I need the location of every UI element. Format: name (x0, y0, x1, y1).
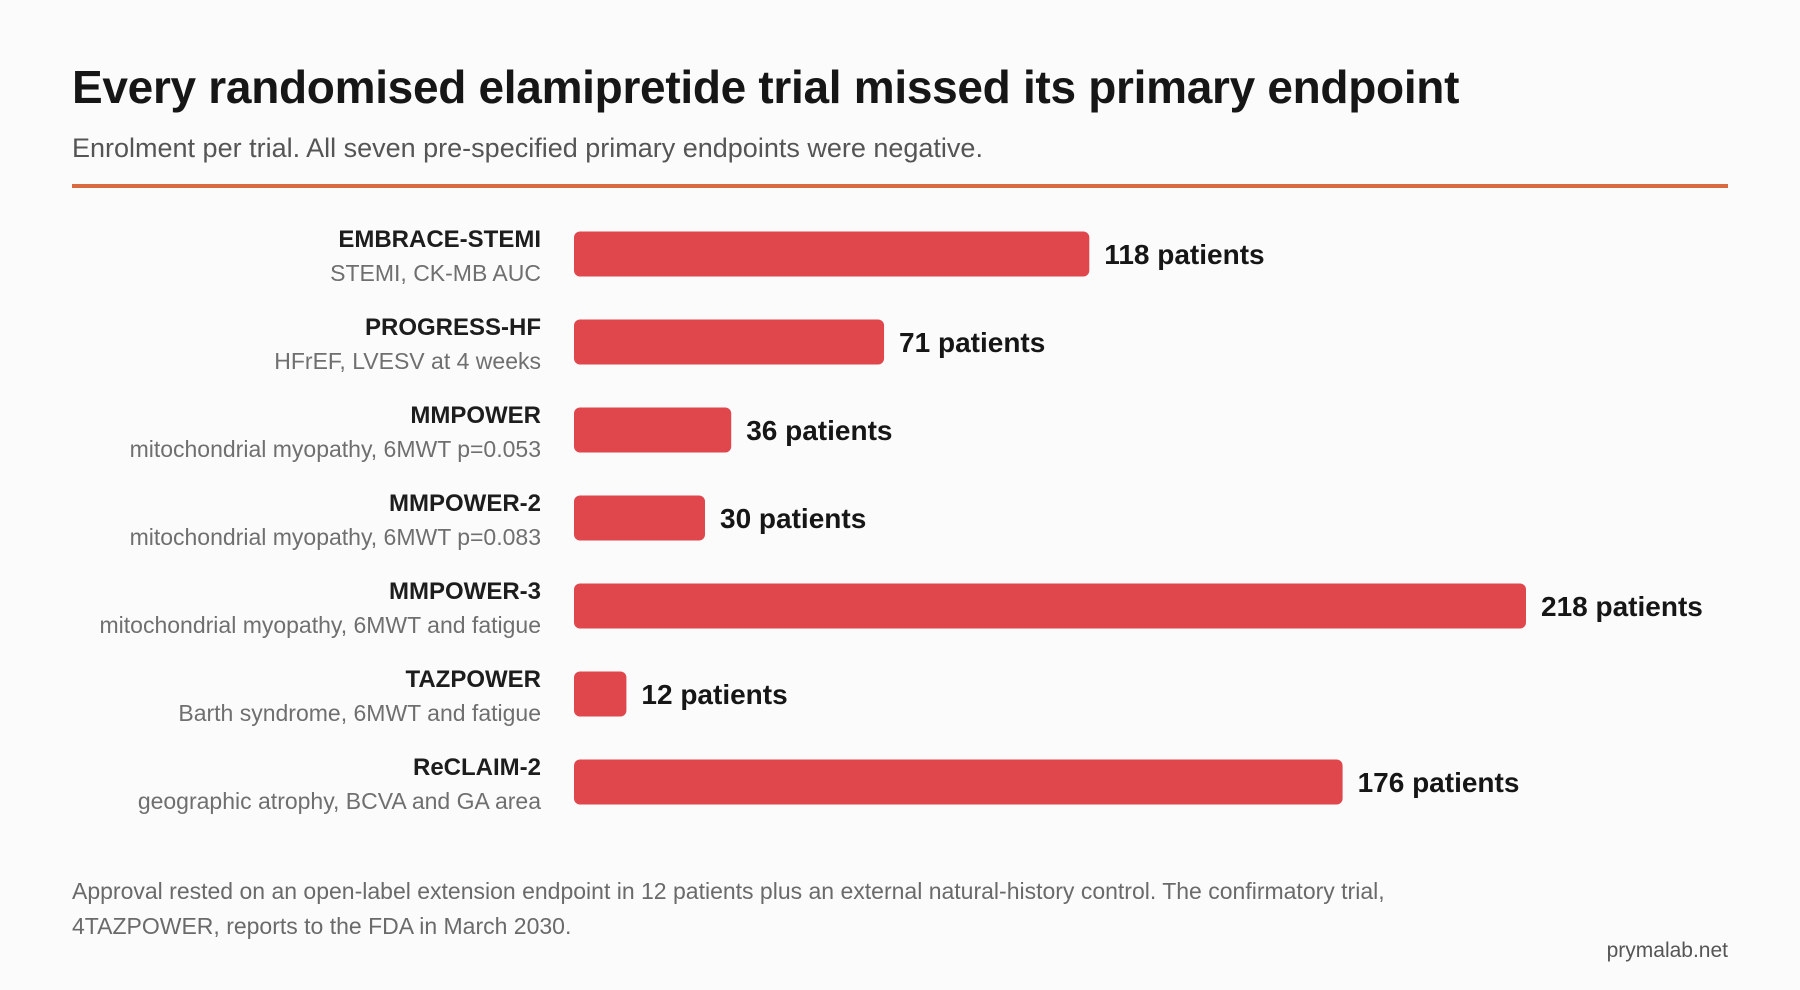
value-label: 12 patients (641, 679, 787, 710)
trial-name-label: TAZPOWER (405, 666, 541, 693)
trial-endpoint-label: HFrEF, LVESV at 4 weeks (274, 348, 541, 374)
enrolment-bar (574, 231, 1090, 277)
bar-row: EMBRACE-STEMI STEMI, CK-MB AUC 118 patient… (330, 226, 1264, 286)
trial-endpoint-label: STEMI, CK-MB AUC (330, 260, 541, 286)
enrolment-bar (574, 671, 627, 717)
accent-rule (72, 184, 1728, 188)
trial-name-label: EMBRACE-STEMI (338, 226, 541, 253)
trial-endpoint-label: Barth syndrome, 6MWT and fatigue (178, 700, 541, 726)
value-label: 30 patients (720, 503, 866, 534)
enrolment-bar (574, 583, 1526, 629)
chart-title: Every randomised elamipretide trial miss… (72, 61, 1460, 113)
trial-endpoint-label: geographic atrophy, BCVA and GA area (138, 788, 541, 814)
value-label: 36 patients (746, 415, 892, 446)
bar-row: MMPOWER-3 mitochondrial myopathy, 6MWT an… (100, 578, 1703, 638)
trial-name-label: MMPOWER (410, 402, 541, 429)
bar-row: PROGRESS-HF HFrEF, LVESV at 4 weeks 71 pat… (274, 314, 1045, 374)
enrolment-bar (574, 407, 732, 453)
trial-name-label: ReCLAIM-2 (413, 754, 541, 781)
chart-subtitle: Enrolment per trial. All seven pre-speci… (72, 133, 983, 163)
value-label: 218 patients (1541, 591, 1703, 622)
trial-name-label: MMPOWER-2 (389, 490, 541, 517)
bar-row: TAZPOWER Barth syndrome, 6MWT and fatigue… (178, 666, 787, 726)
bar-row: MMPOWER mitochondrial myopathy, 6MWT p=0.… (130, 402, 893, 462)
trial-name-label: PROGRESS-HF (365, 314, 541, 341)
bar-row: ReCLAIM-2 geographic atrophy, BCVA and GA… (138, 754, 1520, 814)
value-label: 176 patients (1358, 767, 1520, 798)
value-label: 118 patients (1104, 239, 1264, 270)
source-credit: prymalab.net (1606, 939, 1728, 962)
trial-endpoint-label: mitochondrial myopathy, 6MWT p=0.083 (130, 524, 541, 550)
bar-chart: EMBRACE-STEMI STEMI, CK-MB AUC 118 patient… (100, 226, 1703, 814)
enrolment-bar (574, 759, 1343, 805)
enrolment-bar (574, 319, 885, 365)
value-label: 71 patients (899, 327, 1045, 358)
enrolment-bar (574, 495, 706, 541)
trial-name-label: MMPOWER-3 (389, 578, 541, 605)
trial-endpoint-label: mitochondrial myopathy, 6MWT and fatigue (100, 612, 541, 638)
footnote: Approval rested on an open-label extensi… (72, 878, 1385, 939)
bar-row: MMPOWER-2 mitochondrial myopathy, 6MWT p=… (130, 490, 867, 550)
trial-endpoint-label: mitochondrial myopathy, 6MWT p=0.053 (130, 436, 541, 462)
